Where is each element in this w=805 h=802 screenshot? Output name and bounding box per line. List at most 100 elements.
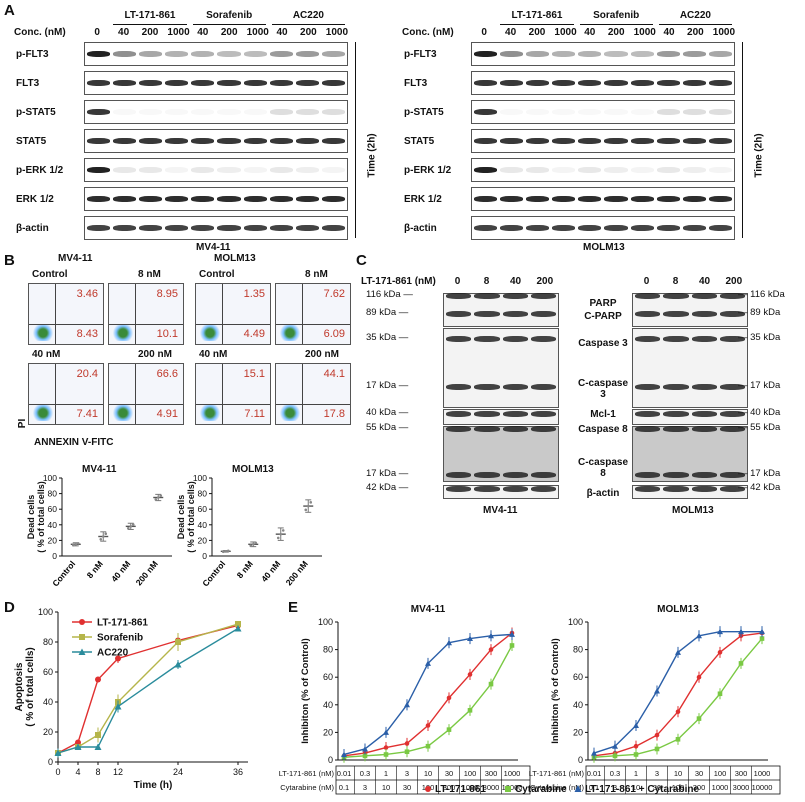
e-mv-title: MV4-11 — [411, 604, 446, 615]
b-mv-point-1-0 — [99, 538, 103, 541]
facs-mv-1: 8.95 10.1 — [108, 283, 184, 345]
c-blot-left-4 — [443, 485, 559, 499]
d-yticklabel-5: 100 — [38, 607, 53, 617]
e-molm-point-0-3 — [654, 732, 660, 738]
e-molm-row1-cell-5: 30 — [695, 769, 703, 778]
c-band-left-6-0 — [446, 472, 472, 478]
c-dose-right-0: 0 — [643, 276, 650, 287]
e-molm-point-2-1 — [612, 743, 618, 749]
c-kda-right-3: — 17 kDa — [738, 380, 781, 391]
e-mv-yticklabel-3: 60 — [323, 672, 333, 682]
b-molm-point-2-0 — [276, 536, 280, 540]
band-row — [472, 217, 734, 239]
b-molm-point-2-2 — [281, 529, 285, 532]
band-right-6-6 — [630, 225, 654, 231]
blot-left-6 — [84, 216, 348, 240]
e-molm-row1-cell-2: 1 — [634, 769, 638, 778]
cell-label-right: MOLM13 — [583, 242, 625, 253]
blot-right-4 — [471, 158, 735, 182]
c-bandrow — [444, 425, 558, 433]
d-legend-label-1: Sorafenib — [97, 633, 143, 644]
band-right-4-0 — [474, 167, 498, 173]
band-left-2-9 — [321, 109, 345, 115]
c-band-right-3-0 — [635, 384, 661, 390]
c-band-right-6-0 — [635, 472, 661, 478]
dose-right-1: 40 — [505, 27, 517, 38]
c-protein-7: β-actin — [586, 488, 620, 499]
c-bandrow — [444, 310, 558, 318]
d-legend-marker-2 — [78, 648, 86, 655]
band-left-6-7 — [269, 225, 293, 231]
band-left-4-2 — [139, 167, 163, 173]
band-left-2-1 — [113, 109, 136, 115]
c-protein-6: C-caspase 8 — [577, 457, 629, 479]
facs-molm-q2-3: 44.1 — [323, 368, 345, 380]
c-band-left-0-2 — [502, 293, 528, 299]
band-right-3-6 — [630, 138, 654, 144]
e-molm-row2-cell-8: 10000 — [752, 783, 773, 792]
facs-gate-v — [222, 284, 223, 344]
band-right-5-2 — [526, 196, 550, 202]
facs-dots — [32, 325, 54, 341]
e-mv-point-1-4 — [425, 743, 431, 749]
d-point-1-2 — [95, 732, 101, 738]
b-mv-point-3-0 — [154, 498, 158, 501]
c-band-left-2-0 — [446, 336, 472, 342]
band-left-4-5 — [217, 167, 241, 173]
band-right-5-5 — [604, 196, 628, 202]
band-row — [472, 43, 734, 65]
e-molm-point-2-6 — [717, 628, 723, 635]
e-molm-point-2-5 — [696, 632, 702, 639]
e-mv-point-2-1 — [362, 745, 368, 752]
e-mv-point-0-2 — [383, 745, 389, 750]
e-mv-point-0-3 — [404, 741, 410, 746]
facs-dots — [199, 325, 221, 341]
band-left-3-8 — [295, 138, 319, 144]
b-molm-point-3-0 — [304, 508, 308, 512]
band-left-6-1 — [113, 225, 137, 231]
band-left-0-6 — [243, 51, 267, 57]
facs-mv-q2-1: 8.95 — [156, 288, 178, 300]
b-mv-yticklabel-5: 100 — [43, 473, 57, 483]
b-molm-point-1-1 — [251, 543, 255, 546]
c-cell-right: MOLM13 — [672, 505, 714, 516]
e-mv-point-0-5 — [446, 695, 452, 701]
row-label-left-4: p-ERK 1/2 — [16, 165, 64, 176]
band-right-1-6 — [630, 80, 654, 86]
band-left-2-8 — [295, 109, 319, 115]
c-band-left-0-1 — [474, 293, 500, 299]
facs-mv-q4-0: 8.43 — [76, 328, 98, 340]
b-molm-point-1-2 — [254, 541, 258, 545]
band-right-5-1 — [500, 196, 524, 202]
e-mv-row2-cell-2: 10 — [382, 783, 390, 792]
e-mv-point-2-0 — [341, 751, 347, 757]
group-line-right-0 — [500, 24, 574, 25]
c-band-left-2-1 — [474, 336, 500, 342]
band-left-5-6 — [243, 196, 267, 202]
panel-e-label: E — [288, 599, 299, 616]
c-band-left-6-2 — [502, 472, 528, 478]
c-dose-left-3: 200 — [536, 276, 554, 287]
band-right-3-8 — [682, 138, 706, 144]
facs-gate-h — [29, 404, 103, 405]
group-line-left-0 — [113, 24, 187, 25]
b-molm-point-0-2 — [226, 549, 230, 553]
band-left-1-6 — [243, 80, 267, 86]
e-molm-row2-label: Cytarabine (nM) — [530, 783, 584, 792]
band-left-4-4 — [191, 167, 215, 173]
band-row — [472, 188, 734, 210]
e-mv-point-1-8 — [509, 643, 515, 648]
band-right-6-0 — [474, 225, 498, 231]
dose-right-5: 200 — [607, 27, 625, 38]
band-left-2-6 — [244, 109, 267, 115]
band-row — [85, 159, 347, 181]
e-molm-row2-cell-7: 3000 — [733, 783, 750, 792]
band-left-6-0 — [87, 225, 111, 231]
c-bandrow — [444, 410, 558, 418]
band-left-1-4 — [191, 80, 215, 86]
e-molm-point-0-6 — [717, 650, 723, 655]
band-right-2-8 — [682, 109, 706, 115]
row-label-right-0: p-FLT3 — [404, 49, 437, 60]
panel-d-chart: 0 20 40 60 80 100 0 4 8 12 24 36 Time (h) Apoptosis( … — [14, 607, 248, 791]
